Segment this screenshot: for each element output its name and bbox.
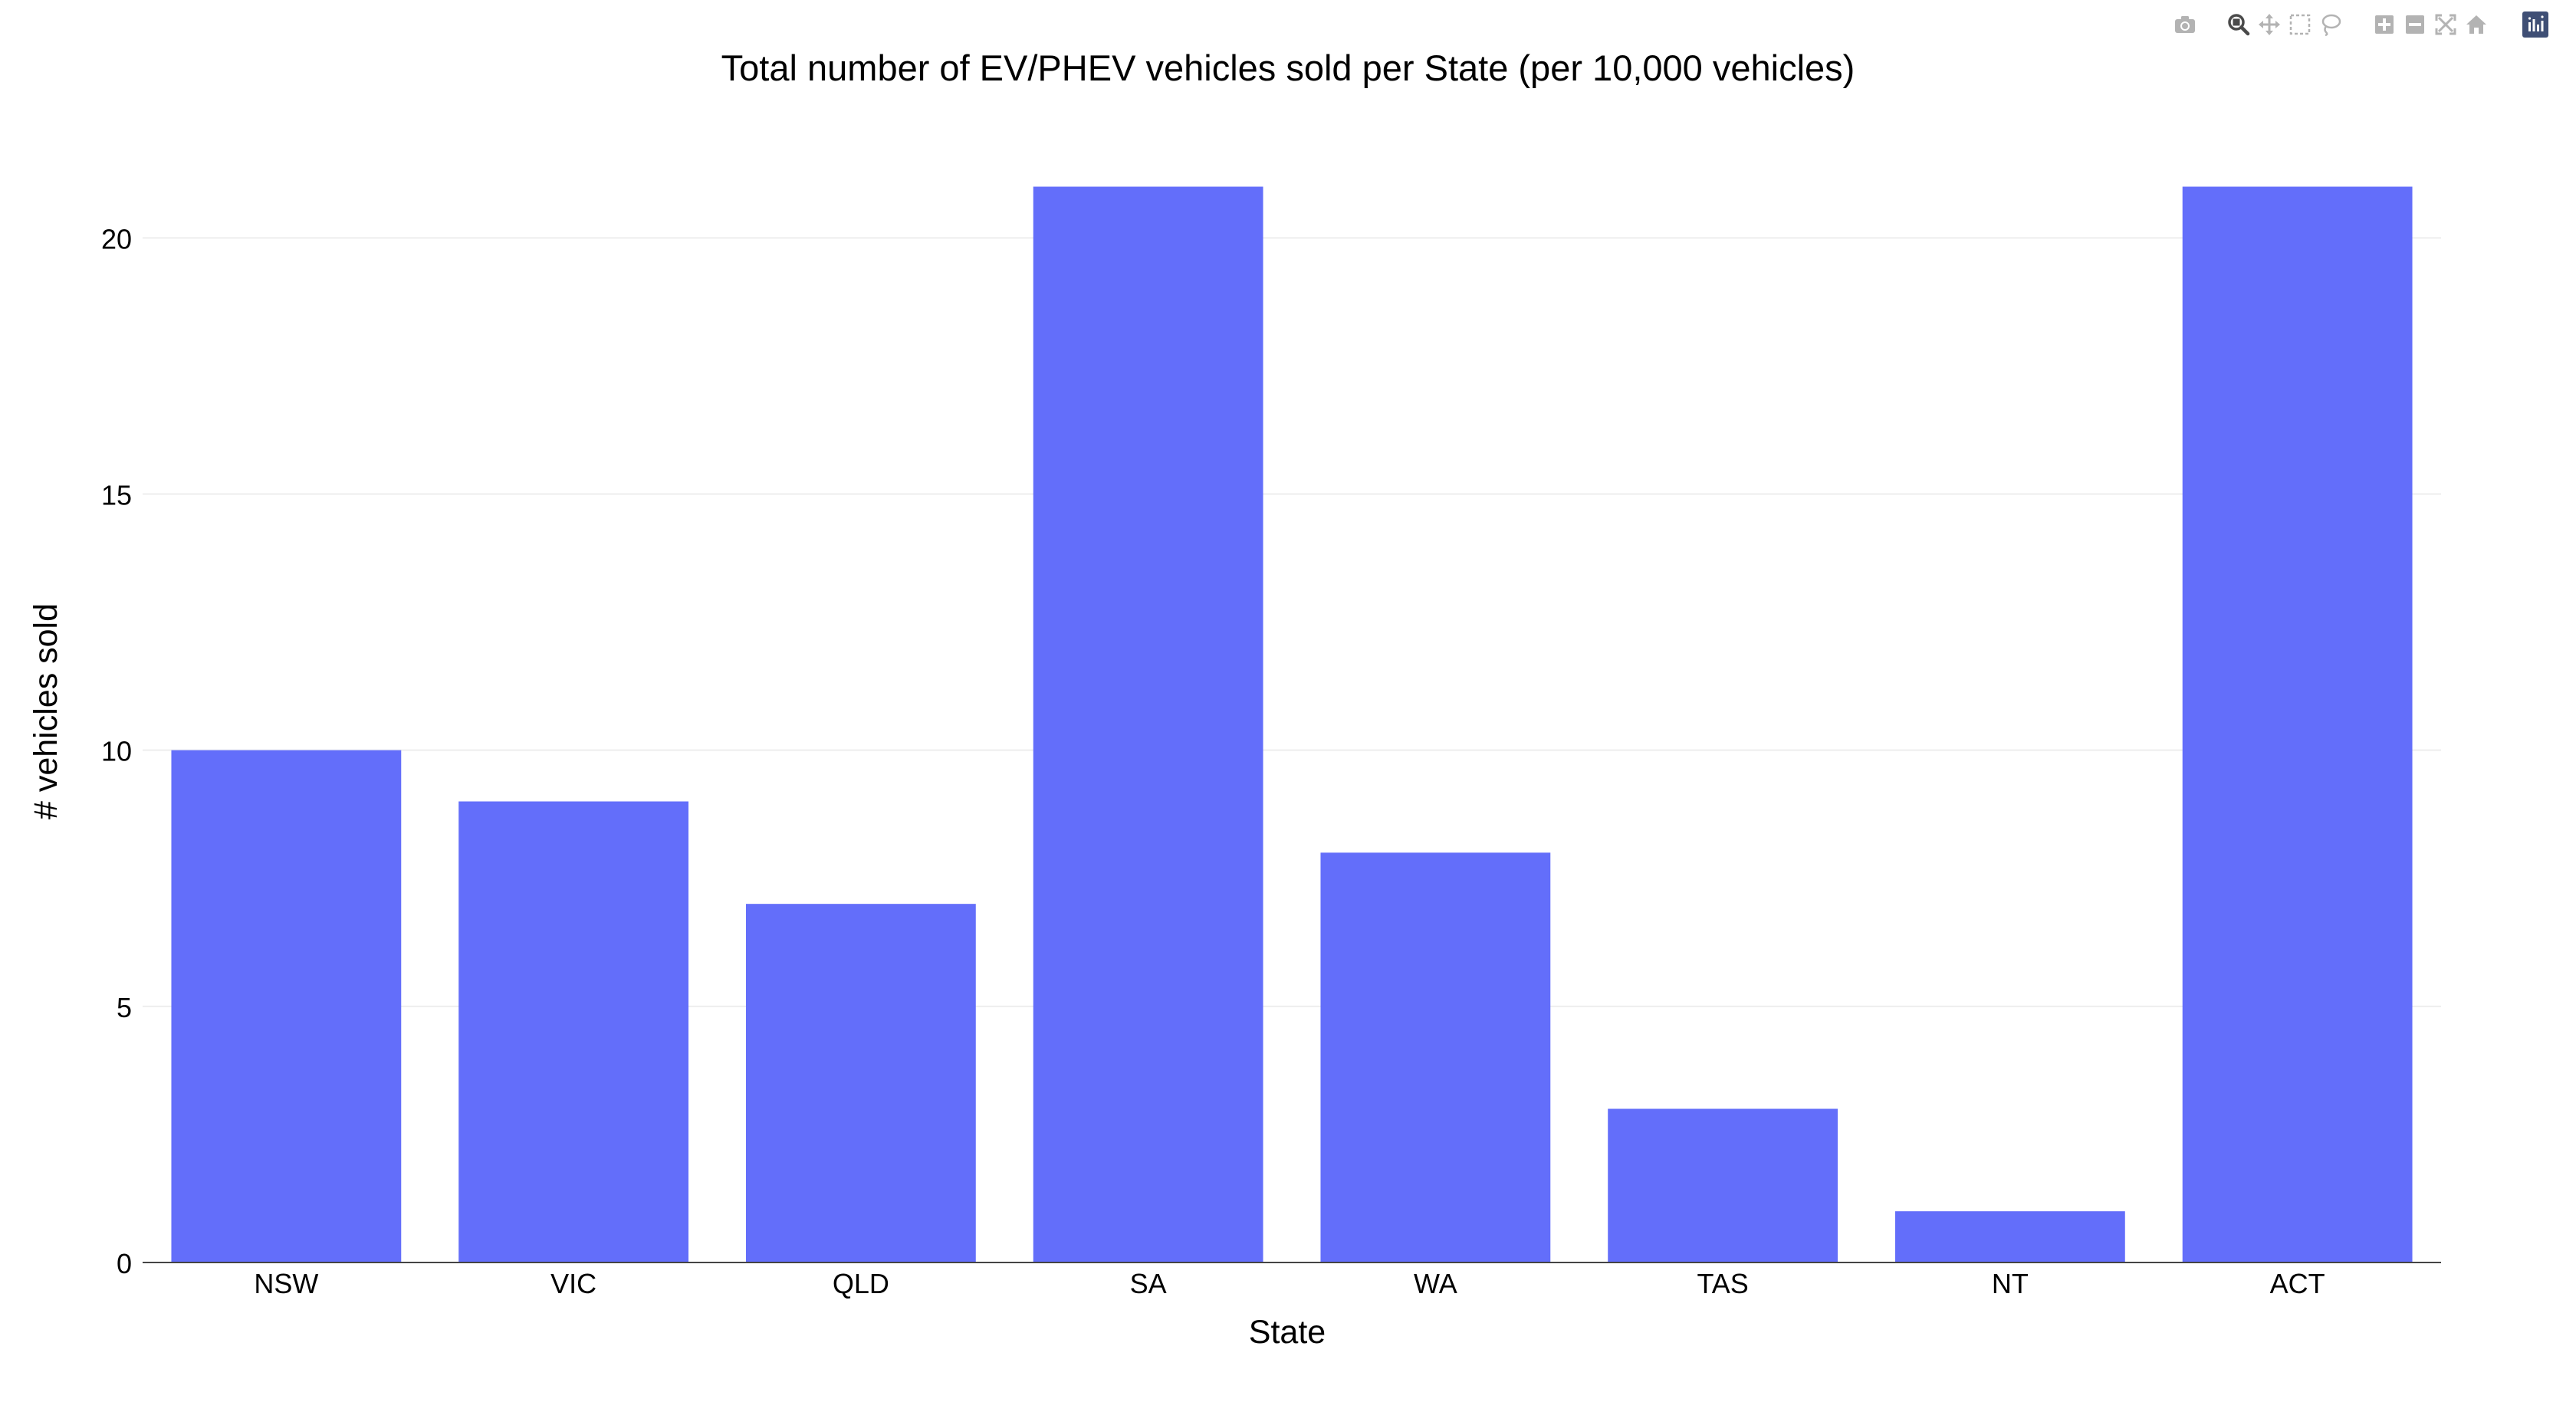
modebar-group (2223, 11, 2346, 38)
reset-axes-icon[interactable] (2461, 11, 2492, 38)
zoom-in-icon[interactable] (2369, 11, 2400, 38)
bar (1320, 852, 1551, 1262)
x-tick-labels: NSW VIC QLD SA WA TAS NT ACT (254, 1268, 2325, 1299)
x-tick-label: WA (1414, 1268, 1457, 1299)
bar (2182, 186, 2413, 1262)
pan-icon[interactable] (2254, 11, 2285, 38)
bar (458, 801, 689, 1262)
zoom-icon[interactable] (2223, 11, 2254, 38)
modebar-group (2170, 11, 2200, 38)
chart-title: Total number of EV/PHEV vehicles sold pe… (721, 48, 1855, 88)
y-axis-title: # vehicles sold (28, 603, 64, 819)
bars (171, 186, 2413, 1262)
x-tick-label: NT (1992, 1268, 2029, 1299)
y-tick-label: 15 (101, 480, 132, 511)
x-tick-label: TAS (1697, 1268, 1748, 1299)
y-tick-label: 20 (101, 223, 132, 254)
lasso-select-icon[interactable] (2315, 11, 2346, 38)
plotly-logo-icon[interactable] (2522, 11, 2548, 38)
x-tick-label: QLD (833, 1268, 889, 1299)
zoom-out-icon[interactable] (2400, 11, 2430, 38)
bar (745, 904, 976, 1262)
x-tick-label: SA (1130, 1268, 1167, 1299)
x-axis-title: State (1249, 1314, 1326, 1351)
camera-icon[interactable] (2170, 11, 2200, 38)
y-tick-label: 5 (117, 992, 132, 1023)
x-tick-label: NSW (254, 1268, 318, 1299)
bar (1894, 1211, 2125, 1262)
modebar-group (2369, 11, 2492, 38)
y-tick-label: 10 (101, 736, 132, 767)
modebar (2147, 11, 2548, 38)
modebar-group (2515, 11, 2548, 38)
x-tick-label: ACT (2270, 1268, 2325, 1299)
bar (171, 750, 402, 1262)
autoscale-icon[interactable] (2430, 11, 2461, 38)
y-tick-labels: 0 5 10 15 20 (101, 223, 132, 1279)
x-tick-label: VIC (550, 1268, 596, 1299)
box-select-icon[interactable] (2285, 11, 2315, 38)
y-tick-label: 0 (117, 1248, 132, 1279)
bar (1033, 186, 1263, 1262)
bar (1608, 1108, 1838, 1262)
